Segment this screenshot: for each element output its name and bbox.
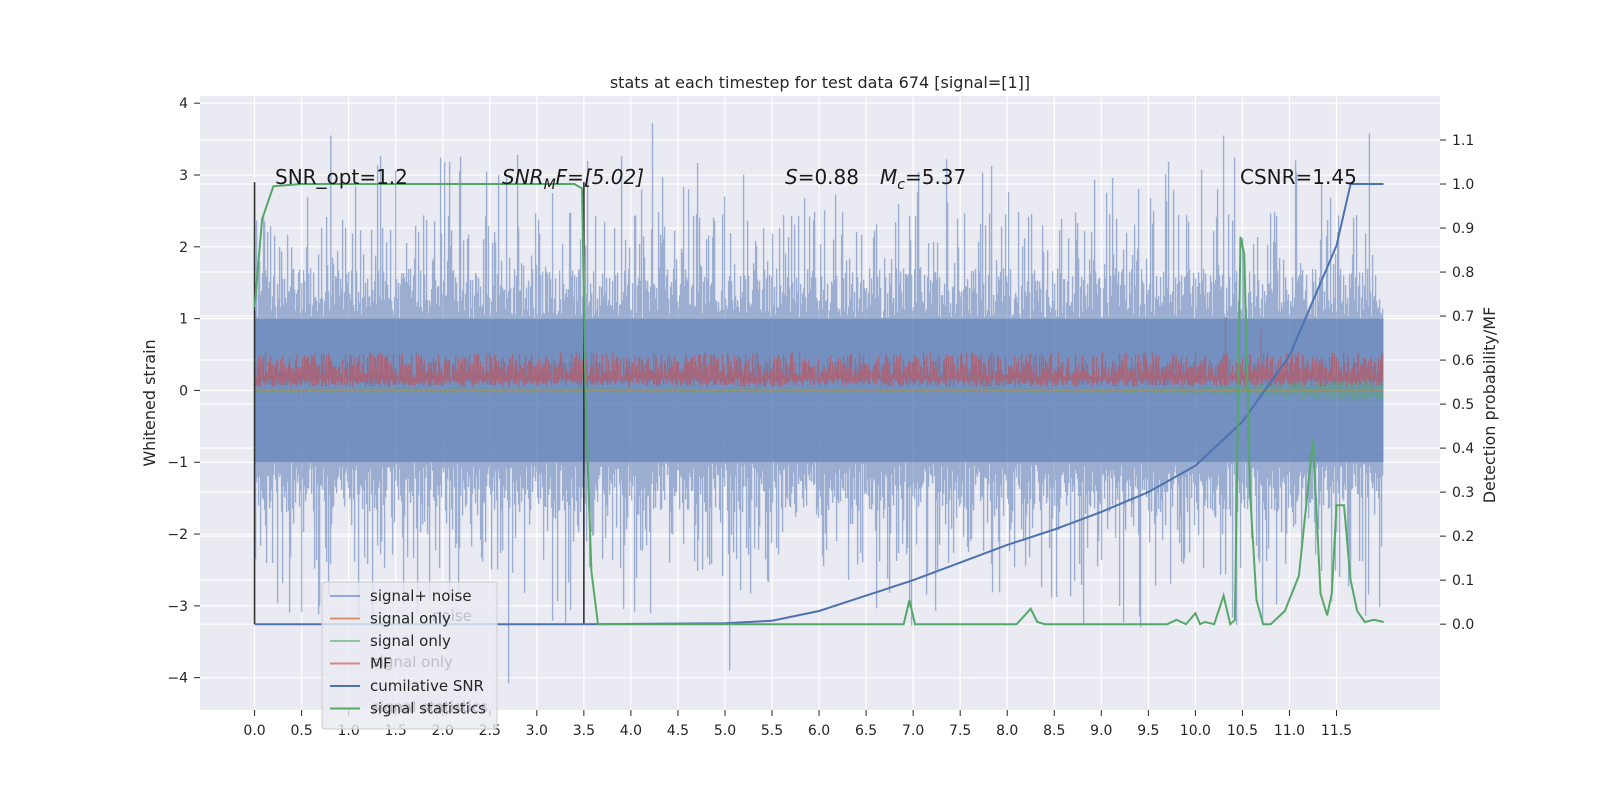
x-tick-label: 10.0	[1180, 723, 1211, 739]
y-right-tick-label: 0.8	[1452, 265, 1474, 281]
y-left-tick-label: 2	[179, 240, 188, 256]
legend-ghost-label: noise	[432, 607, 472, 625]
annotation-s-value: =0.88	[798, 165, 859, 189]
axis-ticks: −4 −3 −2 −1 0 1 2 3 4 0.0 0.1 0.2 0.3 0.4 0.5 0.6 0.7 0.8…	[167, 96, 1474, 739]
signal-statistics-line	[253, 183, 1384, 627]
annotation-mc-symbol: M	[880, 165, 897, 189]
y-right-tick-label: 0.3	[1452, 485, 1474, 501]
annotation-snr-mf: SNRMF=[5.02]	[502, 165, 644, 193]
annotation-snr-mf-base: SNR	[502, 165, 544, 189]
annotation-s-symbol: S	[785, 165, 798, 189]
legend-box	[321, 581, 498, 730]
y-right-tick-label: 0.2	[1452, 529, 1474, 545]
x-tick-label: 3.5	[573, 723, 595, 739]
x-tick-label: 5.5	[761, 723, 783, 739]
right-axis-series	[253, 183, 1384, 627]
x-tick-label: 8.5	[1043, 723, 1065, 739]
y-left-tick-label: −2	[167, 527, 188, 543]
y-right-tick-label: 0.0	[1452, 617, 1474, 633]
y-right-tick-label: 0.9	[1452, 221, 1474, 237]
y-axis-left-label: Whitened strain	[140, 339, 159, 466]
y-left-tick-label: 0	[179, 383, 188, 399]
y-left-tick-label: 1	[179, 312, 188, 328]
annotation-mc-sub: c	[897, 177, 905, 193]
y-right-tick-label: 0.7	[1452, 309, 1474, 325]
annotation-snr-opt: SNR_opt=1.2	[275, 165, 408, 189]
legend-label: signal statistics	[370, 700, 486, 718]
legend-label: cumilative SNR	[370, 677, 484, 695]
x-tick-label: 4.5	[667, 723, 689, 739]
chart-title: stats at each timestep for test data 674…	[610, 73, 1030, 92]
y-axis-right-label: Detection probability/MF	[1480, 307, 1499, 504]
legend-ghost-label: signal statistics	[372, 698, 488, 716]
annotation-snr-mf-sub: M	[544, 177, 556, 193]
y-left-tick-label: −1	[167, 455, 188, 471]
annotation-csnr: CSNR=1.45	[1240, 165, 1357, 189]
y-right-tick-label: 0.4	[1452, 441, 1474, 457]
annotation-s: S=0.88	[785, 165, 859, 189]
x-tick-label: 8.0	[996, 723, 1018, 739]
x-tick-label: 6.0	[808, 723, 830, 739]
y-right-tick-label: 0.1	[1452, 573, 1474, 589]
annotation-mc-value: =5.37	[905, 165, 966, 189]
legend-label: signal only	[370, 610, 451, 628]
x-tick-label: 11.0	[1274, 723, 1305, 739]
x-tick-label: 11.5	[1321, 723, 1352, 739]
x-tick-label: 6.5	[855, 723, 877, 739]
y-right-tick-label: 1.1	[1452, 133, 1474, 149]
legend-label: MF	[370, 655, 392, 673]
y-right-tick-label: 0.6	[1452, 353, 1474, 369]
x-tick-label: 10.5	[1227, 723, 1258, 739]
y-left-tick-label: 4	[179, 96, 188, 112]
y-left-tick-label: −4	[167, 671, 188, 687]
legend-label: signal only	[370, 632, 451, 650]
cumulative-snr-line	[254, 183, 1384, 626]
x-tick-label: 0.5	[290, 723, 312, 739]
x-tick-label: 9.5	[1137, 723, 1159, 739]
y-left-tick-label: 3	[179, 168, 188, 184]
annotations: SNR_opt=1.2 SNRMF=[5.02] S=0.88 Mc=5.37 …	[275, 165, 1357, 193]
y-right-tick-label: 1.0	[1452, 177, 1474, 193]
y-right-tick-label: 0.5	[1452, 397, 1474, 413]
x-tick-label: 4.0	[620, 723, 642, 739]
annotation-snr-mf-value: F=[5.02]	[556, 165, 644, 189]
x-tick-label: 5.0	[714, 723, 736, 739]
x-tick-label: 9.0	[1090, 723, 1112, 739]
legend-label: signal+ noise	[370, 587, 472, 605]
annotation-mc: Mc=5.37	[880, 165, 966, 193]
x-tick-label: 7.5	[949, 723, 971, 739]
x-tick-label: 3.0	[526, 723, 548, 739]
x-tick-label: 7.0	[902, 723, 924, 739]
legend-ghost-label: signal only	[372, 653, 453, 671]
y-left-tick-label: −3	[167, 599, 188, 615]
x-tick-label: 0.0	[243, 723, 265, 739]
